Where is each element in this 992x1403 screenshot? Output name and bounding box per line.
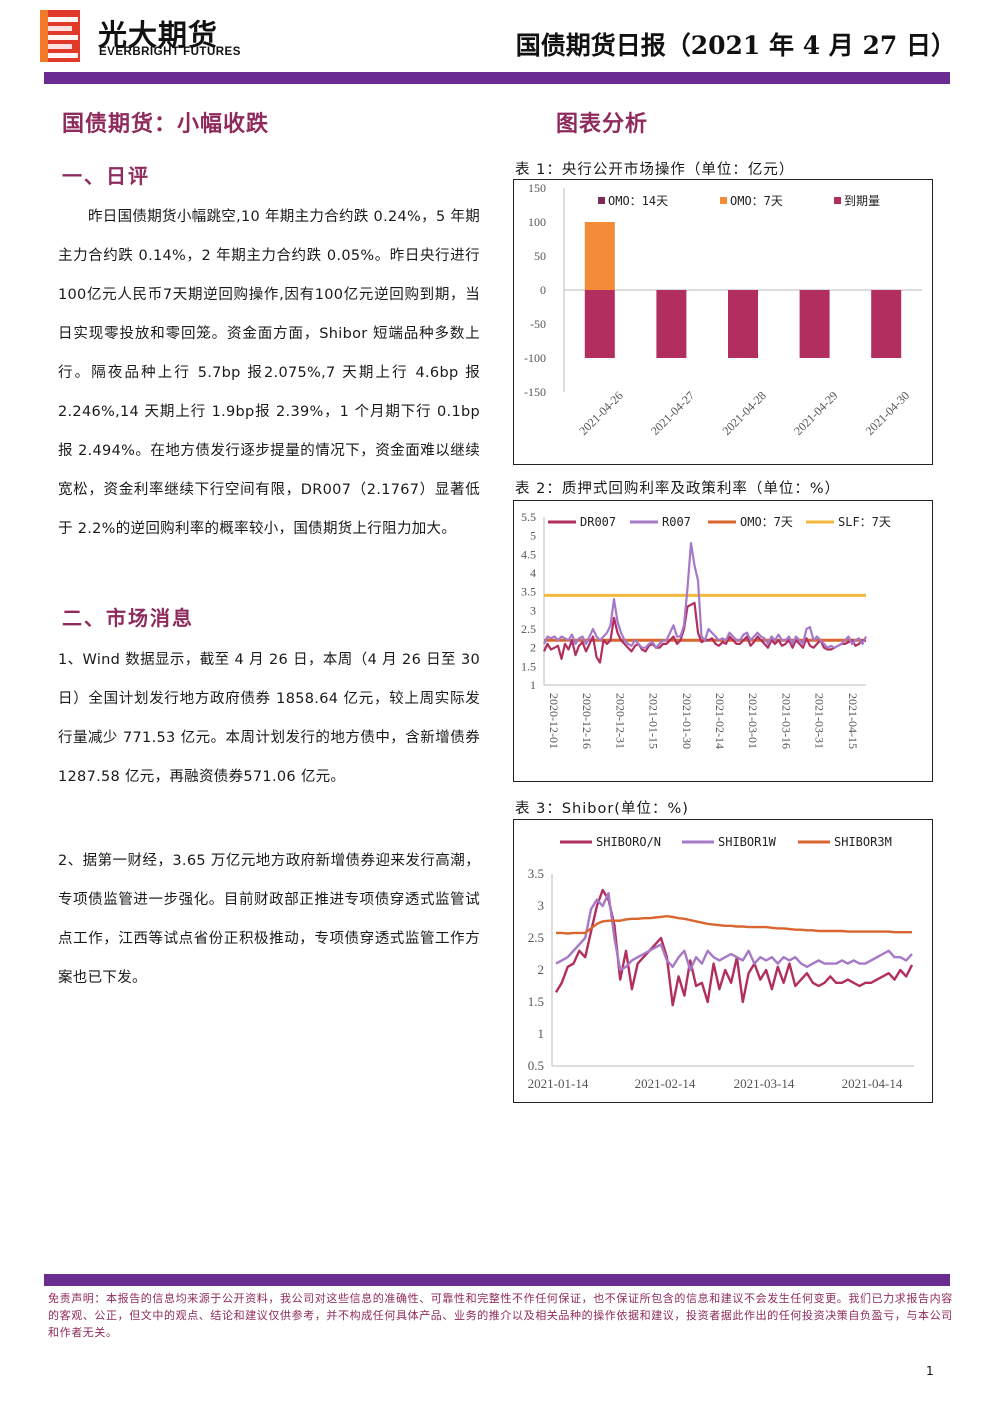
chart1-x-tick-0: 2021-04-26 [576,388,625,437]
chart2-y-tick-5: 3 [530,603,536,617]
chart1-bar-1-0 [584,222,615,290]
chart3-y-tick-6: 0.5 [528,1058,544,1073]
chart-1-caption: 表 1：央行公开市场操作（单位：亿元） [515,162,795,178]
chart1-y-tick-4: -50 [530,317,546,331]
chart1-bar-2-0 [584,290,615,358]
chart3-series-0 [554,888,914,1007]
report-headline: 国债期货：小幅收跌 [62,111,270,137]
news-item-2: 2、据第一财经，3.65 万亿元地方政府新增债券迎来发行高潮，专项债监管进一步强… [58,853,480,986]
chart1-x-tick-1: 2021-04-27 [648,388,697,437]
chart3-x-tick-0: 2021-01-14 [528,1076,589,1091]
chart2-y-tick-4: 3.5 [521,585,536,599]
chart2-x-tick-6: 2021-03-01 [746,693,760,749]
chart3-series-1 [555,891,913,972]
chart3-y-tick-3: 2 [538,962,545,977]
chart2-x-tick-5: 2021-02-14 [713,693,727,749]
page-number: 1 [926,1364,934,1378]
logo-text-cn: 光大期货 [98,18,219,52]
chart1-y-tick-1: 100 [528,215,546,229]
chart2-y-tick-1: 5 [530,529,536,543]
chart-analysis-title: 图表分析 [556,111,649,137]
chart3-legend-label-2: SHIBOR3M [834,835,892,849]
chart1-bar-2-2 [728,290,758,358]
chart2-x-tick-4: 2021-01-30 [680,693,694,749]
chart1-legend-swatch-1 [720,197,727,204]
logo-text-en: EVERBRIGHT FUTURES [99,46,241,58]
header-divider-band [44,72,950,84]
chart2-y-tick-7: 2 [530,641,536,655]
chart-2-caption: 表 2：质押式回购利率及政策利率（单位：%） [515,481,841,497]
chart2-x-tick-9: 2021-04-15 [846,693,860,749]
chart3-y-tick-4: 1.5 [528,994,544,1009]
chart1-y-tick-3: 0 [540,283,546,297]
chart2-series-1 [543,541,867,649]
chart2-legend-label-1: R007 [662,515,691,529]
chart3-series-2 [556,914,912,935]
chart3-y-tick-2: 2.5 [528,930,544,945]
chart1-y-tick-0: 150 [528,181,546,195]
disclaimer-text: 免责声明：本报告的信息均来源于公开资料，我公司对这些信息的准确性、可靠性和完整性… [48,1292,953,1339]
chart2-legend-label-0: DR007 [580,515,616,529]
chart3-x-tick-2: 2021-03-14 [734,1076,795,1091]
chart1-legend-swatch-2 [834,197,841,204]
chart3-x-tick-1: 2021-02-14 [635,1076,696,1091]
chart-1-frame: 150 100 50 0 -50 -100 -150 2021-04-26 2021-04-27… [513,179,933,465]
section-title-market-news: 二、市场消息 [62,606,194,630]
chart3-legend-label-0: SHIBORO/N [596,835,661,849]
chart2-x-tick-8: 2021-03-31 [813,693,827,749]
chart1-y-tick-6: -150 [524,385,546,399]
chart3-y-tick-5: 1 [538,1026,545,1041]
chart2-legend-label-2: OMO：7天 [740,515,793,529]
chart-2-repo-rates: 5.5 5 4.5 4 3.5 3 2.5 2 1.5 1 2020-12-01 2020-12-16… [521,510,891,749]
chart3-x-tick-3: 2021-04-14 [842,1076,903,1091]
chart-3-frame: 3.5 3 2.5 2 1.5 1 0.5 2021-01-14 2021-02-14 2021-… [513,819,933,1103]
chart3-y-tick-0: 3.5 [528,866,544,881]
chart2-y-tick-9: 1 [530,678,536,692]
chart1-x-tick-3: 2021-04-29 [791,388,840,437]
chart-2-frame: 5.5 5 4.5 4 3.5 3 2.5 2 1.5 1 2020-12-01 2020-12-16… [513,500,933,782]
chart2-y-tick-6: 2.5 [521,622,536,636]
chart2-x-tick-1: 2020-12-16 [580,693,594,749]
chart1-bar-2-4 [871,290,902,358]
chart2-y-tick-2: 4.5 [521,547,536,561]
chart1-legend-label-2: 到期量 [844,194,880,208]
logo-mark [40,10,82,62]
chart1-y-tick-2: 50 [534,249,546,263]
daily-review-paragraph: 昨日国债期货小幅跳空,10 年期主力合约跌 0.24%，5 年期主力合约跌 0.… [58,209,480,537]
chart-3-caption: 表 3：Shibor(单位：%) [515,801,689,817]
chart2-x-tick-0: 2020-12-01 [547,693,561,749]
chart1-bar-2-3 [799,290,830,358]
news-item-1: 1、Wind 数据显示，截至 4 月 26 日，本周（4 月 26 日至 30 … [58,652,480,785]
chart3-legend-label-1: SHIBOR1W [718,835,777,849]
chart1-bar-2-1 [656,290,687,358]
chart-3-shibor: 3.5 3 2.5 2 1.5 1 0.5 2021-01-14 2021-02-14 2021-… [528,835,914,1091]
chart2-x-tick-2: 2020-12-31 [613,693,627,749]
chart-1-omo-operations: 150 100 50 0 -50 -100 -150 2021-04-26 2021-04-27… [524,181,922,438]
chart2-x-tick-3: 2021-01-15 [647,693,661,749]
chart2-y-tick-8: 1.5 [521,659,536,673]
chart1-legend-label-0: OMO：14天 [608,194,668,208]
chart1-legend-label-1: OMO：7天 [730,194,783,208]
chart2-y-tick-3: 4 [530,566,536,580]
chart1-y-tick-5: -100 [524,351,546,365]
chart3-y-tick-1: 3 [538,898,545,913]
chart1-x-tick-4: 2021-04-30 [863,388,912,437]
chart2-y-tick-0: 5.5 [521,510,536,524]
document-title: 国债期货日报（2021 年 4 月 27 日） [515,31,956,60]
chart2-x-tick-7: 2021-03-16 [779,693,793,749]
section-title-daily-review: 一、日评 [62,164,150,188]
chart1-x-tick-2: 2021-04-28 [719,388,768,437]
chart2-legend-label-3: SLF：7天 [838,515,891,529]
footer-divider-band [44,1274,950,1286]
chart1-legend-swatch-0 [598,197,605,204]
